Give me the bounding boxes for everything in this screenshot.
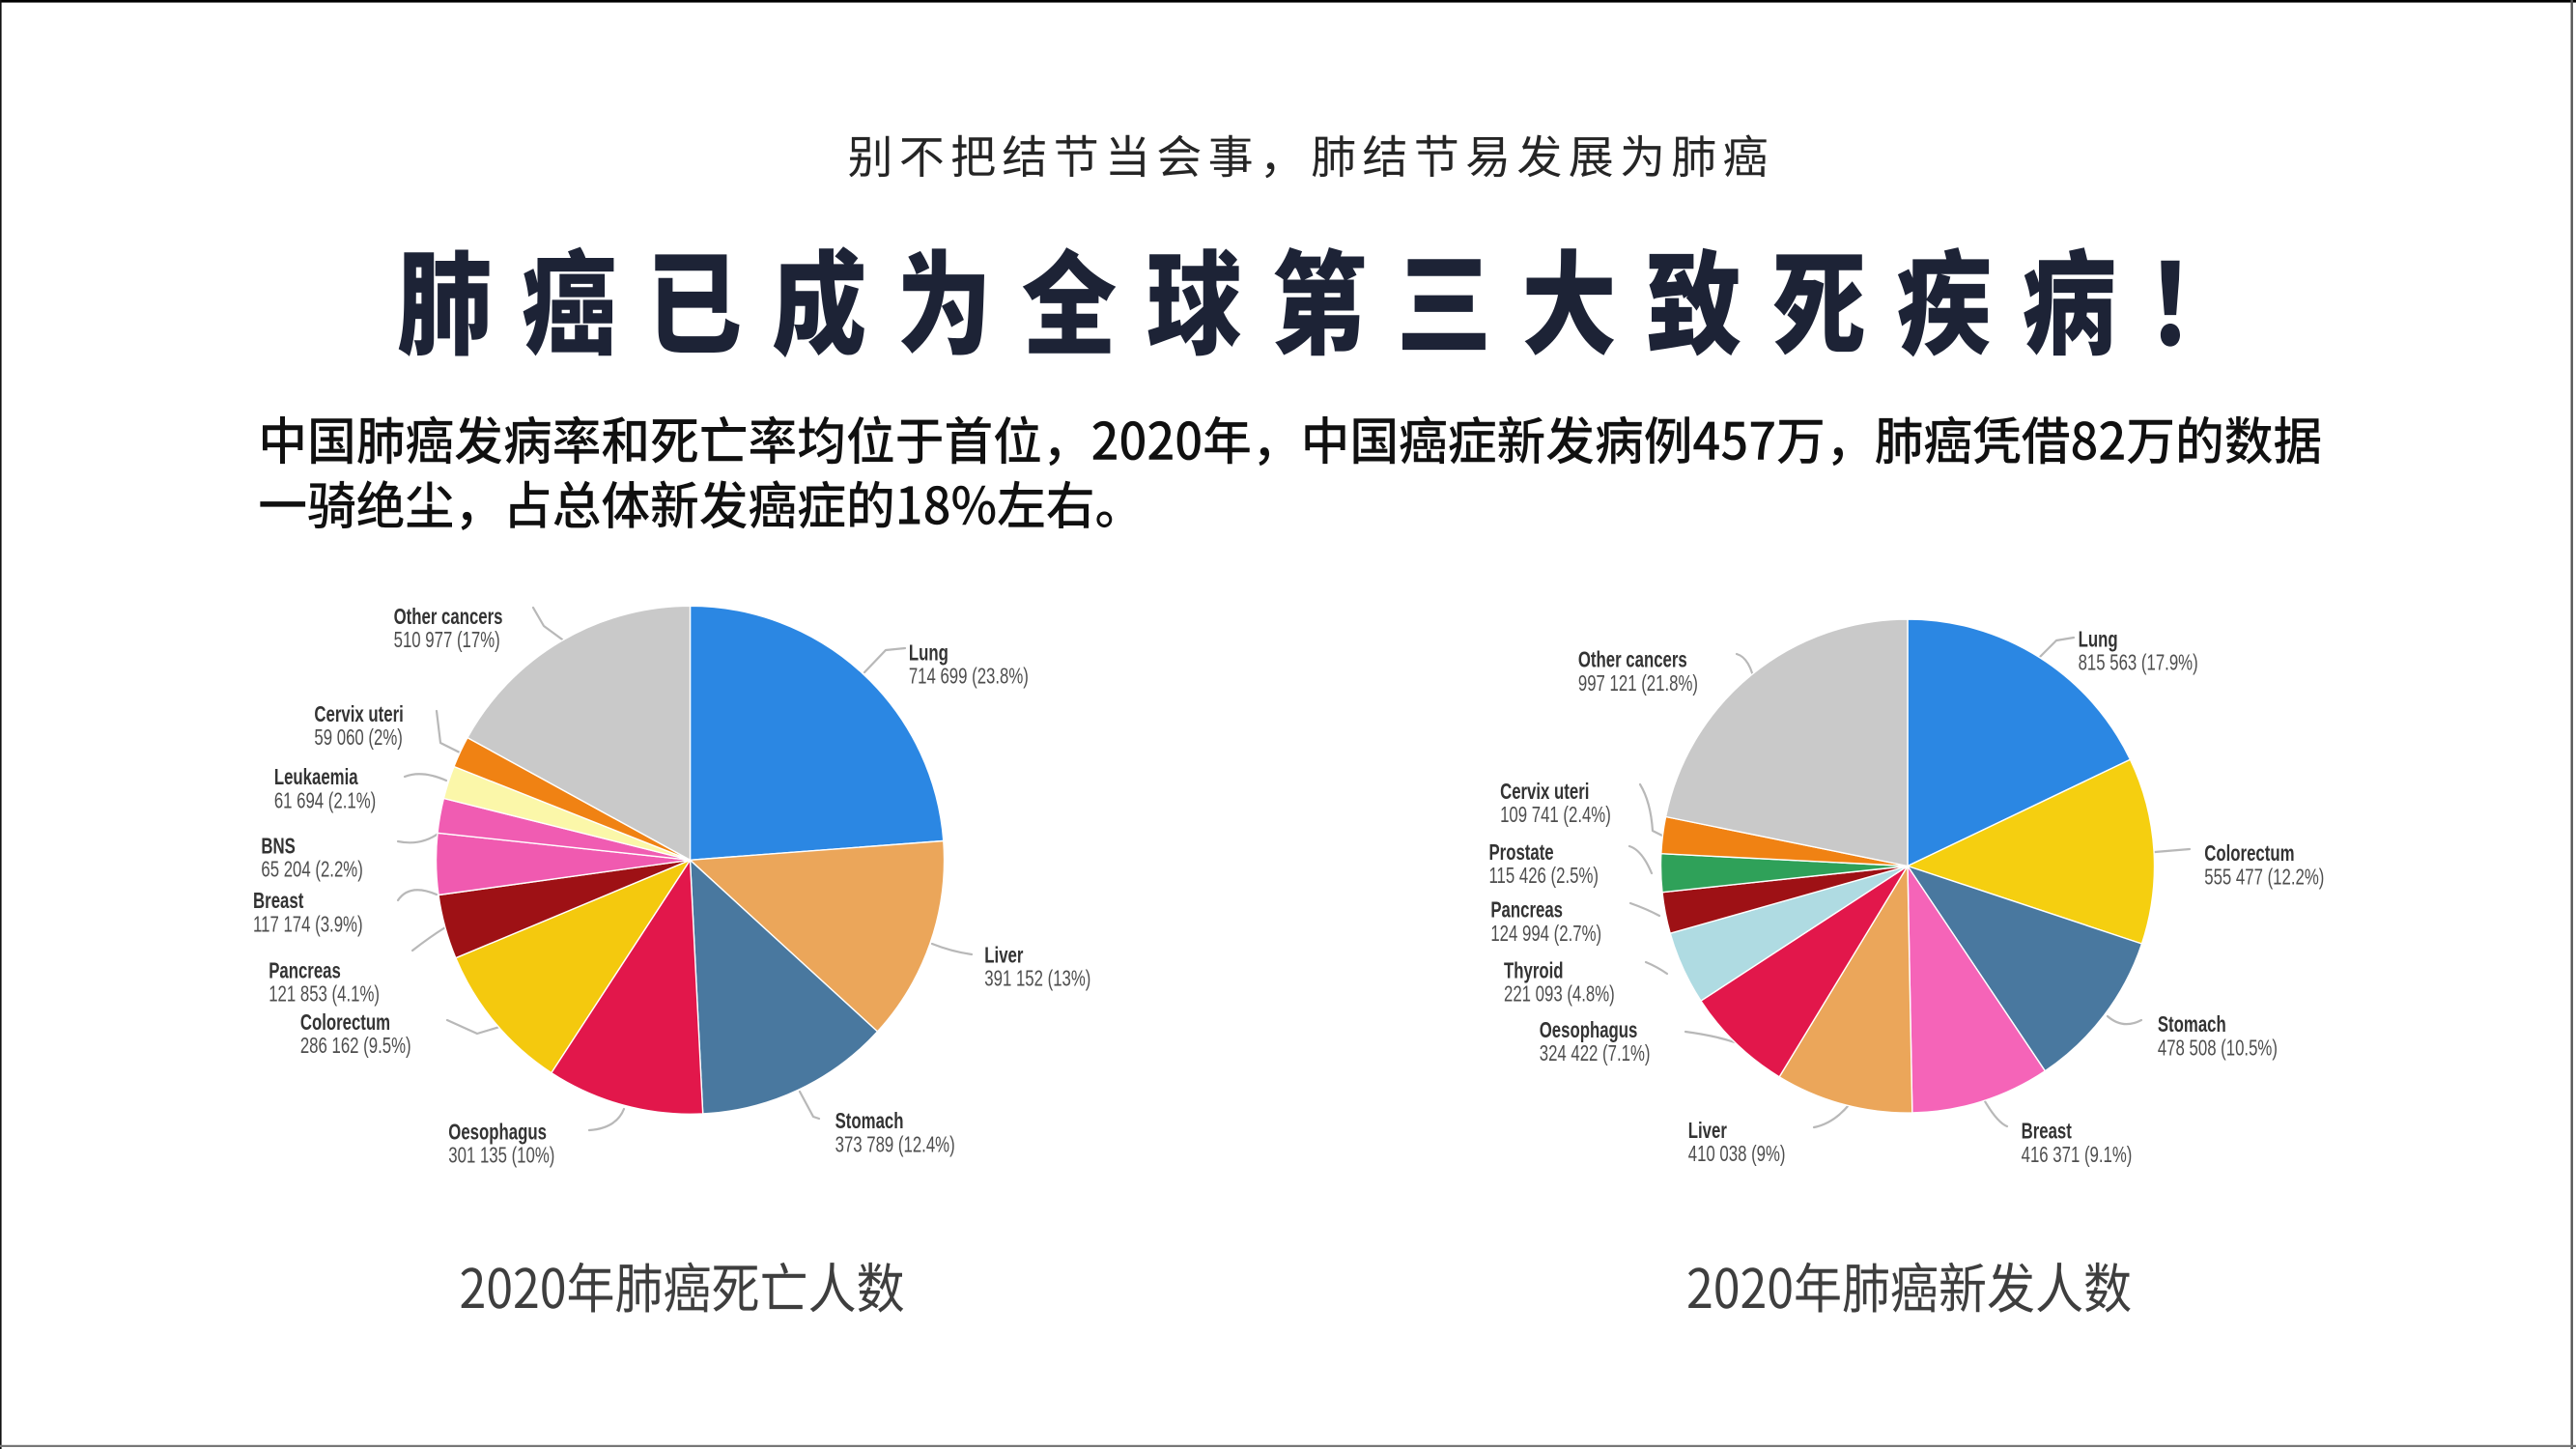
svg-text:Oesophagus: Oesophagus xyxy=(1540,1019,1638,1043)
svg-text:Pancreas: Pancreas xyxy=(1490,898,1563,923)
svg-text:Thyroid: Thyroid xyxy=(1504,959,1564,983)
svg-text:416 371 (9.1%): 416 371 (9.1%) xyxy=(2022,1143,2133,1167)
svg-text:Breast: Breast xyxy=(2022,1120,2072,1144)
svg-text:Lung: Lung xyxy=(2079,628,2118,652)
svg-text:815 563 (17.9%): 815 563 (17.9%) xyxy=(2079,651,2198,675)
svg-text:286 162 (9.5%): 286 162 (9.5%) xyxy=(300,1035,411,1059)
svg-text:555 477 (12.2%): 555 477 (12.2%) xyxy=(2204,866,2324,890)
svg-text:117 174 (3.9%): 117 174 (3.9%) xyxy=(253,913,363,937)
svg-text:Liver: Liver xyxy=(1688,1120,1727,1144)
svg-text:478 508 (10.5%): 478 508 (10.5%) xyxy=(2158,1037,2278,1061)
svg-text:BNS: BNS xyxy=(261,835,295,859)
svg-text:221 093 (4.8%): 221 093 (4.8%) xyxy=(1504,982,1615,1007)
svg-text:Other cancers: Other cancers xyxy=(1578,648,1687,672)
svg-text:115 426 (2.5%): 115 426 (2.5%) xyxy=(1488,865,1599,889)
svg-text:Leukaemia: Leukaemia xyxy=(274,766,358,790)
svg-text:714 699 (23.8%): 714 699 (23.8%) xyxy=(909,665,1029,689)
svg-text:Stomach: Stomach xyxy=(835,1110,904,1134)
svg-text:Oesophagus: Oesophagus xyxy=(448,1121,547,1145)
svg-text:410 038 (9%): 410 038 (9%) xyxy=(1688,1143,1786,1167)
svg-text:121 853 (4.1%): 121 853 (4.1%) xyxy=(269,982,380,1007)
svg-text:65 204 (2.2%): 65 204 (2.2%) xyxy=(261,858,362,882)
svg-text:Colorectum: Colorectum xyxy=(300,1011,390,1036)
svg-text:Pancreas: Pancreas xyxy=(269,959,341,983)
svg-text:Prostate: Prostate xyxy=(1488,840,1553,865)
svg-text:510 977 (17%): 510 977 (17%) xyxy=(394,629,500,653)
svg-text:391 152 (13%): 391 152 (13%) xyxy=(984,967,1090,991)
svg-text:Other cancers: Other cancers xyxy=(394,606,503,630)
svg-text:Stomach: Stomach xyxy=(2158,1013,2226,1037)
svg-text:301 135 (10%): 301 135 (10%) xyxy=(448,1144,554,1168)
svg-text:Lung: Lung xyxy=(909,641,948,666)
svg-text:124 994 (2.7%): 124 994 (2.7%) xyxy=(1490,922,1601,946)
svg-text:373 789 (12.4%): 373 789 (12.4%) xyxy=(835,1133,955,1157)
svg-text:Cervix uteri: Cervix uteri xyxy=(314,702,403,726)
svg-text:Colorectum: Colorectum xyxy=(2204,842,2294,867)
svg-text:Breast: Breast xyxy=(253,890,303,914)
svg-text:61 694 (2.1%): 61 694 (2.1%) xyxy=(274,789,376,813)
svg-text:59 060 (2%): 59 060 (2%) xyxy=(314,726,402,751)
svg-text:324 422 (7.1%): 324 422 (7.1%) xyxy=(1540,1042,1651,1066)
svg-text:109 741 (2.4%): 109 741 (2.4%) xyxy=(1500,804,1611,828)
svg-text:Cervix uteri: Cervix uteri xyxy=(1500,781,1589,805)
svg-text:997 121 (21.8%): 997 121 (21.8%) xyxy=(1578,671,1698,696)
svg-text:Liver: Liver xyxy=(984,944,1023,968)
